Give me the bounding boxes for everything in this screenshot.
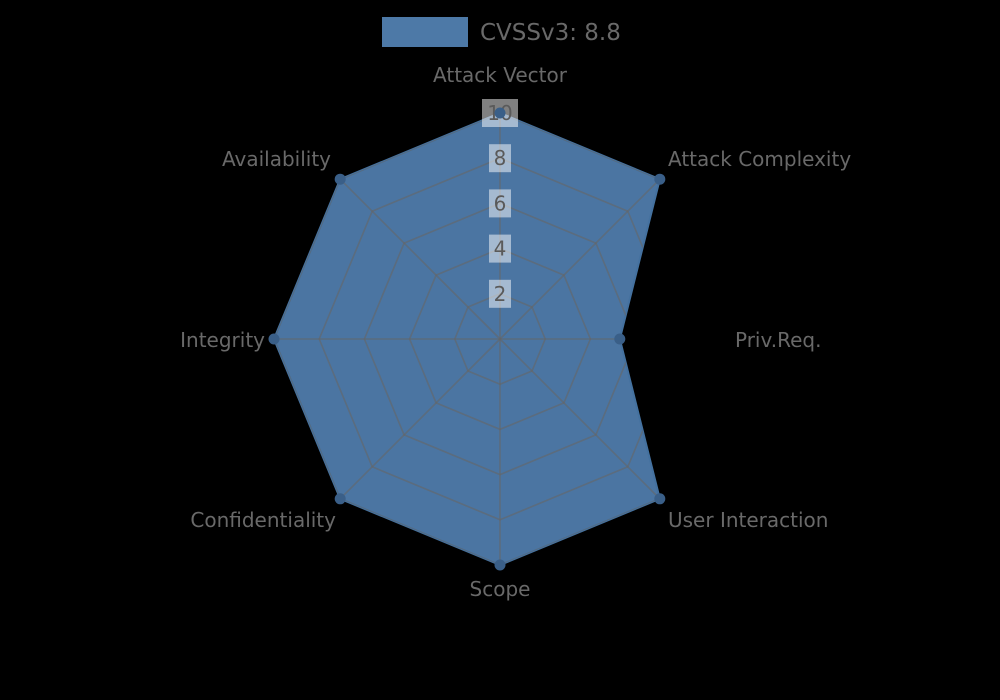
axis-label-attack-complexity: Attack Complexity <box>668 147 851 171</box>
grid-spoke-5 <box>339 338 501 500</box>
data-point-6 <box>268 333 280 345</box>
tick-label-8: 8 <box>494 146 507 170</box>
radar-grid <box>274 113 660 565</box>
data-point-4 <box>494 559 506 571</box>
vertex-dots <box>268 107 666 571</box>
grid-spoke-7 <box>339 178 501 340</box>
tick-label-2: 2 <box>494 282 507 306</box>
axis-labels: Attack Vector Attack Complexity Priv.Req. U… <box>180 63 851 601</box>
chart-legend: CVSSv3: 8.8 <box>382 17 621 47</box>
grid-spoke-3 <box>499 338 660 500</box>
axis-label-priv-req: Priv.Req. <box>735 328 821 352</box>
data-point-1 <box>654 173 666 185</box>
grid-spoke-1 <box>499 178 660 340</box>
tick-label-4: 4 <box>494 237 507 261</box>
tick-label-6: 6 <box>494 191 507 215</box>
radial-tick-labels: 246810 <box>482 99 518 308</box>
tick-label-box-2 <box>489 279 511 308</box>
tick-label-box-8 <box>489 144 511 173</box>
axis-label-user-interaction: User Interaction <box>668 508 828 532</box>
tick-label-box-6 <box>489 189 511 218</box>
legend-label: CVSSv3: 8.8 <box>480 20 621 46</box>
data-point-5 <box>334 493 346 505</box>
axis-label-availability: Availability <box>222 147 331 171</box>
axis-label-scope: Scope <box>470 577 531 601</box>
axis-label-attack-vector: Attack Vector <box>433 63 568 87</box>
data-point-0 <box>494 107 506 119</box>
data-point-3 <box>654 493 666 505</box>
data-point-2 <box>614 333 626 345</box>
axis-label-integrity: Integrity <box>180 328 265 352</box>
tick-label-box-4 <box>489 234 511 263</box>
axis-label-confidentiality: Confidentiality <box>190 508 336 532</box>
data-point-7 <box>334 173 346 185</box>
legend-swatch <box>382 17 468 47</box>
